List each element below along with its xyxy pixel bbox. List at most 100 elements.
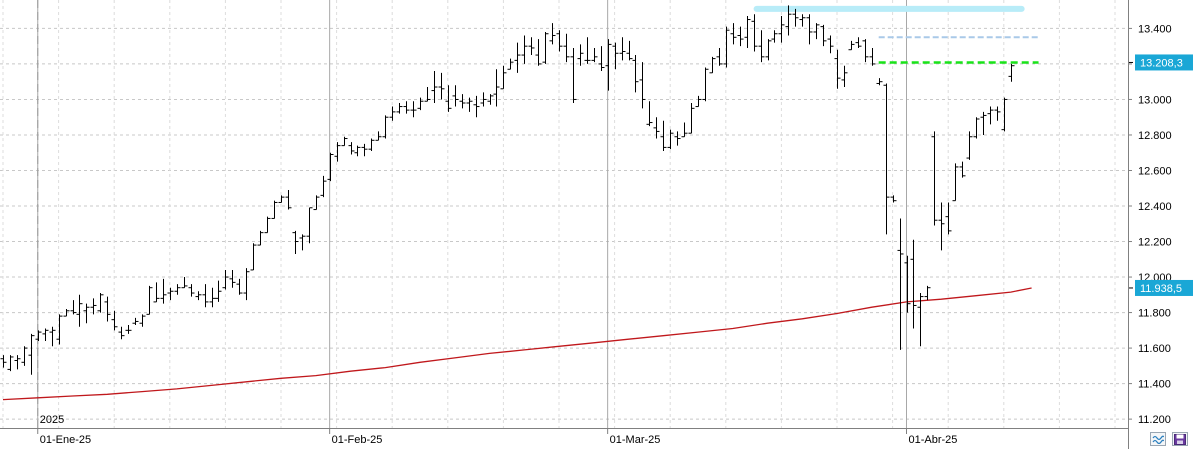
price-bar [181,277,188,289]
price-bar [660,120,667,151]
price-bar [480,92,487,107]
price-bar [688,103,695,134]
cyan-band-level [753,5,1025,12]
price-bar [598,46,605,72]
price-bar [646,101,653,127]
y-tick-label: 12.400 [1138,201,1172,213]
price-bar [327,152,334,182]
price-bar [848,40,855,51]
level-lines [753,5,1039,64]
price-bar [737,26,744,47]
price-bar [160,278,167,304]
price-bar [146,285,153,315]
price-bar [702,67,709,102]
price-bar [653,117,660,139]
y-tick-label: 13.000 [1138,94,1172,106]
price-bar [799,14,806,27]
price-bar [619,37,626,61]
price-bar [869,47,876,66]
price-badge: 13.208,3 [1129,54,1193,71]
price-bar [959,161,966,178]
price-bar [667,129,674,150]
y-tick-label: 13.400 [1138,23,1172,35]
price-bar [827,35,834,54]
price-bar [487,94,494,105]
price-bar [570,47,577,104]
wave-icon [1152,435,1164,444]
price-bar [695,95,702,108]
price-bar [709,56,716,74]
price-bar [612,42,619,70]
price-bar [104,296,111,322]
price-bar [987,106,994,125]
price-bar [285,190,292,210]
price-bar [382,115,389,139]
price-bar [966,131,973,160]
save-icon [1174,433,1186,445]
price-bar [904,255,911,313]
price-bar [139,314,146,327]
price-bar [493,69,500,107]
price-bar [236,278,243,295]
price-bar [334,142,341,162]
moving-average-line [2,287,1032,401]
price-bar [632,55,639,93]
moving-average [2,287,1032,401]
price-bar [514,42,521,73]
price-bar [862,39,869,63]
price-bar [125,324,132,334]
price-bar [1008,63,1015,82]
price-bar [980,111,987,135]
price-bar [174,284,181,295]
price-bar [292,230,299,254]
y-tick-label: 12.800 [1138,130,1172,142]
price-bar [97,293,104,313]
price-bar [222,269,229,290]
scale-toggle-button[interactable] [1150,432,1166,446]
price-bar [674,131,681,146]
price-badge: 11.938,5 [1129,279,1193,296]
price-bar [542,31,549,64]
y-tick-label: 11.800 [1138,308,1171,320]
price-bar [42,328,49,341]
price-bar [806,14,813,45]
y-axis-ticks: 13.40013.20013.00012.80012.60012.40012.2… [1128,23,1172,426]
y-tick-label: 11.200 [1138,414,1171,426]
price-bar [396,103,403,114]
price-bar [21,346,28,366]
price-bar [681,122,688,138]
price-bar [765,39,772,61]
price-bar [528,37,535,56]
price-bar [751,14,758,52]
price-bar [917,293,924,347]
price-bar [361,143,368,157]
price-bar [299,234,306,251]
x-tick-label: 01-Ene-25 [40,434,91,446]
price-bar [473,95,480,118]
price-bar [278,195,285,203]
price-bar [563,33,570,63]
price-bar [49,326,56,347]
price-bar [209,287,216,308]
price-bar [306,207,313,244]
price-badges: 13.208,3 11.938,5 [1129,54,1193,296]
price-bar [313,195,320,211]
price-bar [883,83,890,235]
price-bar [63,309,70,317]
price-bar [897,218,904,350]
price-bar [445,85,452,112]
price-bar [452,85,459,107]
price-bar [375,131,382,141]
month-separators [37,0,907,428]
price-bar [945,202,952,235]
price-bar [132,317,139,325]
save-button[interactable] [1172,432,1188,446]
price-bar [500,65,507,90]
price-bar [354,145,361,157]
price-bar [215,280,222,302]
badge-label: 11.938,5 [1140,283,1182,295]
price-bar [744,15,751,48]
price-bar [271,200,278,219]
price-bar [320,175,327,198]
